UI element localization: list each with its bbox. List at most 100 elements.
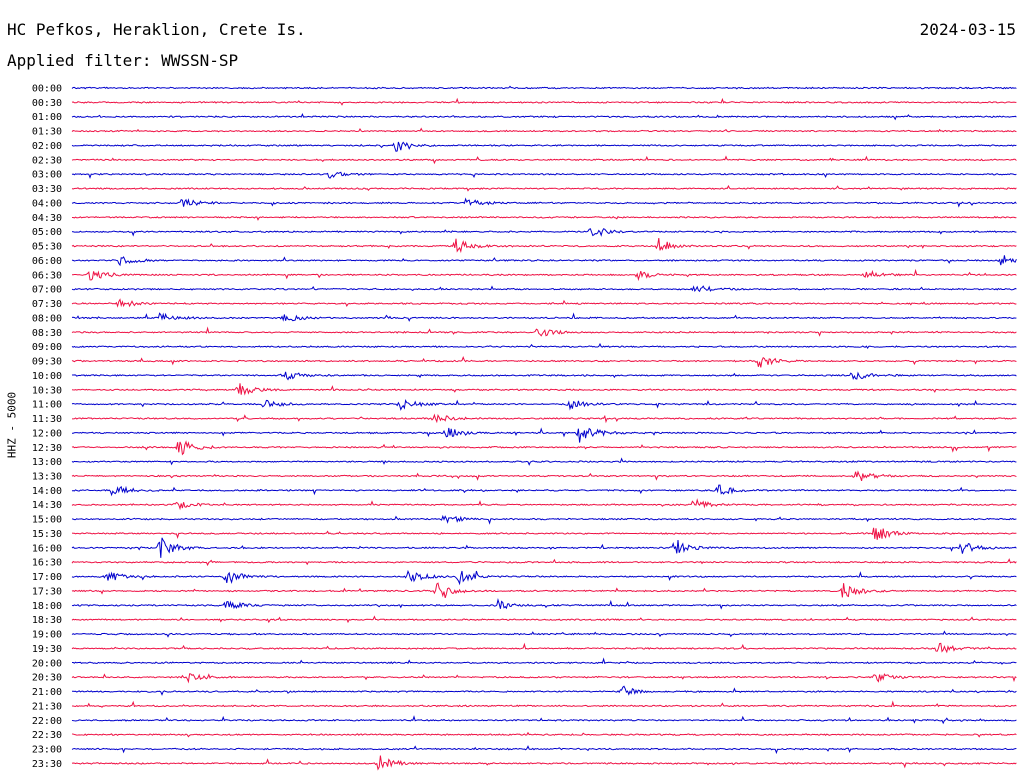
trace-line	[71, 228, 1017, 237]
row-time-label: 11:30	[32, 414, 62, 425]
row-time-label: 05:30	[32, 242, 62, 253]
row-time-label: 21:30	[32, 701, 62, 712]
row-time-label: 03:30	[32, 184, 62, 195]
row-time-label: 19:00	[32, 630, 62, 641]
trace-line	[71, 537, 1017, 558]
trace-line	[71, 398, 1017, 411]
row-time-label: 18:30	[32, 615, 62, 626]
trace-line	[71, 237, 1017, 254]
row-time-label: 02:00	[32, 141, 62, 152]
row-time-label: 16:30	[32, 558, 62, 569]
row-time-label: 01:30	[32, 127, 62, 138]
trace-line	[71, 298, 1017, 308]
trace-line	[71, 440, 1017, 456]
trace-line	[71, 514, 1017, 525]
row-time-label: 00:00	[32, 84, 62, 95]
row-time-label: 16:00	[32, 543, 62, 554]
row-time-label: 04:00	[32, 198, 62, 209]
trace-line	[71, 356, 1017, 368]
trace-line	[71, 457, 1017, 466]
row-time-label: 20:00	[32, 658, 62, 669]
row-time-label: 15:30	[32, 529, 62, 540]
row-time-label: 02:30	[32, 155, 62, 166]
station-title: HC Pefkos, Heraklion, Crete Is.	[7, 20, 306, 39]
trace-line	[71, 569, 1017, 586]
row-time-label: 13:00	[32, 457, 62, 468]
row-time-label: 08:00	[32, 313, 62, 324]
trace-line	[71, 715, 1017, 725]
trace-line	[71, 197, 1017, 208]
row-time-label: 07:00	[32, 285, 62, 296]
trace-line	[71, 598, 1017, 610]
trace-line	[71, 673, 1017, 684]
trace-line	[71, 685, 1017, 696]
trace-line	[71, 85, 1017, 90]
trace-line	[71, 731, 1017, 738]
trace-line	[71, 700, 1017, 708]
row-time-label: 01:00	[32, 112, 62, 123]
row-time-label: 17:00	[32, 572, 62, 583]
trace-line	[71, 470, 1017, 482]
row-time-label: 19:30	[32, 644, 62, 655]
row-time-label: 09:00	[32, 342, 62, 353]
row-time-label: 10:00	[32, 371, 62, 382]
trace-line	[71, 745, 1017, 755]
trace-line	[71, 268, 1017, 282]
trace-line	[71, 484, 1017, 497]
row-time-label: 06:30	[32, 270, 62, 281]
trace-line	[71, 371, 1017, 381]
trace-line	[71, 615, 1017, 624]
trace-line	[71, 642, 1017, 654]
trace-line	[71, 755, 1017, 771]
trace-line	[71, 155, 1017, 165]
row-time-label: 23:30	[32, 759, 62, 770]
trace-line	[71, 184, 1017, 192]
row-time-label: 12:30	[32, 443, 62, 454]
trace-line	[71, 141, 1017, 152]
row-time-label: 21:00	[32, 687, 62, 698]
row-time-label: 22:30	[32, 730, 62, 741]
row-time-label: 07:30	[32, 299, 62, 310]
trace-line	[71, 582, 1017, 599]
row-time-label: 14:30	[32, 500, 62, 511]
row-time-label: 23:00	[32, 745, 62, 756]
row-time-label: 11:00	[32, 400, 62, 411]
row-time-label: 18:00	[32, 601, 62, 612]
trace-line	[71, 255, 1017, 267]
row-time-label: 05:00	[32, 227, 62, 238]
trace-line	[71, 326, 1017, 337]
trace-line	[71, 312, 1017, 322]
trace-line	[71, 630, 1017, 638]
row-time-label: 09:30	[32, 357, 62, 368]
trace-line	[71, 113, 1017, 121]
row-time-label: 22:00	[32, 716, 62, 727]
row-time-label: 03:00	[32, 170, 62, 181]
trace-line	[71, 127, 1017, 133]
row-time-label: 10:30	[32, 385, 62, 396]
trace-line	[71, 171, 1017, 180]
row-time-label: 20:30	[32, 673, 62, 684]
row-time-label: 17:30	[32, 586, 62, 597]
row-time-label: 12:00	[32, 428, 62, 439]
row-time-label: 13:30	[32, 471, 62, 482]
row-time-label: 08:30	[32, 328, 62, 339]
row-time-label: 15:00	[32, 515, 62, 526]
trace-line	[71, 657, 1017, 665]
trace-line	[71, 342, 1017, 350]
trace-line	[71, 498, 1017, 511]
row-time-label: 00:30	[32, 98, 62, 109]
trace-line	[71, 527, 1017, 540]
row-time-label: 14:00	[32, 486, 62, 497]
filter-label: Applied filter: WWSSN-SP	[7, 51, 239, 70]
trace-line	[71, 97, 1017, 106]
date-label: 2024-03-15	[919, 20, 1016, 39]
trace-line	[71, 413, 1017, 424]
row-time-label: 04:30	[32, 213, 62, 224]
trace-line	[71, 285, 1017, 293]
trace-line	[71, 427, 1017, 443]
trace-line	[71, 558, 1017, 567]
trace-line	[71, 215, 1017, 221]
trace-line	[71, 383, 1017, 396]
row-time-label: 06:00	[32, 256, 62, 267]
